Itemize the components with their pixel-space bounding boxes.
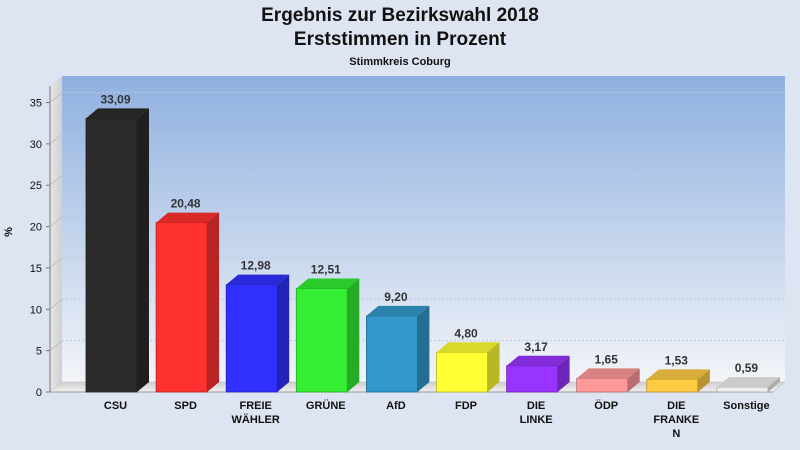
x-tick-label: CSU <box>104 400 127 412</box>
bar-top <box>646 369 710 380</box>
grid-line-wall <box>49 298 63 310</box>
chart-titles: Ergebnis zur Bezirkswahl 2018 Erststimme… <box>0 0 800 68</box>
bar-side <box>137 108 149 392</box>
bar-value-label: 0,59 <box>735 361 759 375</box>
chart-subtitle: Stimmkreis Coburg <box>349 56 451 68</box>
bar-front <box>436 351 488 393</box>
y-tick-label: 35 <box>30 98 42 110</box>
bar <box>365 305 430 393</box>
bar-value-label: 1,65 <box>595 352 619 366</box>
bar-value-label: 4,80 <box>454 326 478 340</box>
bar-side <box>767 377 780 392</box>
bar-top <box>226 274 290 285</box>
chart-title-line1: Ergebnis zur Bezirkswahl 2018 <box>261 5 539 26</box>
bar-front <box>646 378 699 393</box>
grid-line-wall <box>49 257 63 269</box>
bar-side <box>627 368 640 392</box>
bar-top <box>156 212 220 223</box>
x-tick-label: Sonstige <box>723 400 769 412</box>
y-tick-label: 30 <box>30 139 42 151</box>
bar-value-label: 12,51 <box>311 263 341 277</box>
bar-top <box>436 342 500 353</box>
bar-value-label: 1,53 <box>665 353 689 367</box>
bar-side <box>207 212 220 392</box>
x-tick-label: DIE FRANKE N <box>653 400 699 440</box>
bar-side <box>557 355 570 392</box>
plot-side-wall <box>50 76 62 392</box>
bar-value-label: 3,17 <box>524 340 548 354</box>
bar-front <box>225 284 278 393</box>
bar-side <box>487 342 500 392</box>
bar-value-label: 33,09 <box>100 92 130 106</box>
bar <box>576 368 640 393</box>
grid-line-wall <box>49 92 63 103</box>
x-tick-label: FDP <box>455 400 477 412</box>
bar-top <box>86 108 149 119</box>
bar <box>155 212 220 393</box>
grid-line-wall <box>49 216 63 227</box>
grid-line-wall <box>49 174 63 186</box>
bar-front <box>85 117 138 393</box>
bar-top <box>576 368 640 379</box>
bar-front <box>716 386 769 393</box>
y-tick-label: 0 <box>36 387 42 399</box>
bar-front <box>506 365 559 393</box>
x-tick-label: AfD <box>386 400 406 412</box>
x-tick-label: ÖDP <box>594 399 618 412</box>
chart-title-line2: Erststimmen in Prozent <box>293 29 507 50</box>
x-tick-label: FREIE WÄHLER <box>232 400 280 426</box>
y-tick-label: 10 <box>30 304 42 316</box>
y-tick-label: 20 <box>30 222 42 234</box>
x-tick-label: SPD <box>174 400 197 412</box>
bar-side <box>277 274 290 392</box>
bar-top <box>296 278 360 289</box>
bar-front <box>576 377 629 393</box>
bar-top <box>716 377 780 388</box>
bar-side <box>417 305 430 392</box>
bar <box>646 369 710 393</box>
bar-value-label: 9,20 <box>384 290 408 304</box>
bar-side <box>347 278 360 392</box>
bar <box>436 342 500 393</box>
bar <box>85 108 149 393</box>
grid-line-wall <box>49 133 63 145</box>
bar <box>506 355 570 393</box>
bar <box>716 377 780 393</box>
bar-side <box>697 369 710 392</box>
bar-value-label: 12,98 <box>241 259 271 273</box>
x-tick-label: DIE LINKE <box>520 400 553 426</box>
bar-top <box>366 305 430 316</box>
bar-front <box>365 315 418 393</box>
y-tick-label: 15 <box>30 263 42 275</box>
bar-value-label: 20,48 <box>171 197 201 211</box>
x-tick-label: GRÜNE <box>306 399 346 412</box>
bar-front <box>295 288 348 393</box>
y-tick-label: 25 <box>30 180 42 192</box>
y-tick-label: 5 <box>36 346 42 358</box>
bar <box>225 274 290 393</box>
bar-top <box>506 355 570 366</box>
bar-front <box>155 222 208 393</box>
grid-line-wall <box>49 340 63 351</box>
bar <box>295 278 360 393</box>
